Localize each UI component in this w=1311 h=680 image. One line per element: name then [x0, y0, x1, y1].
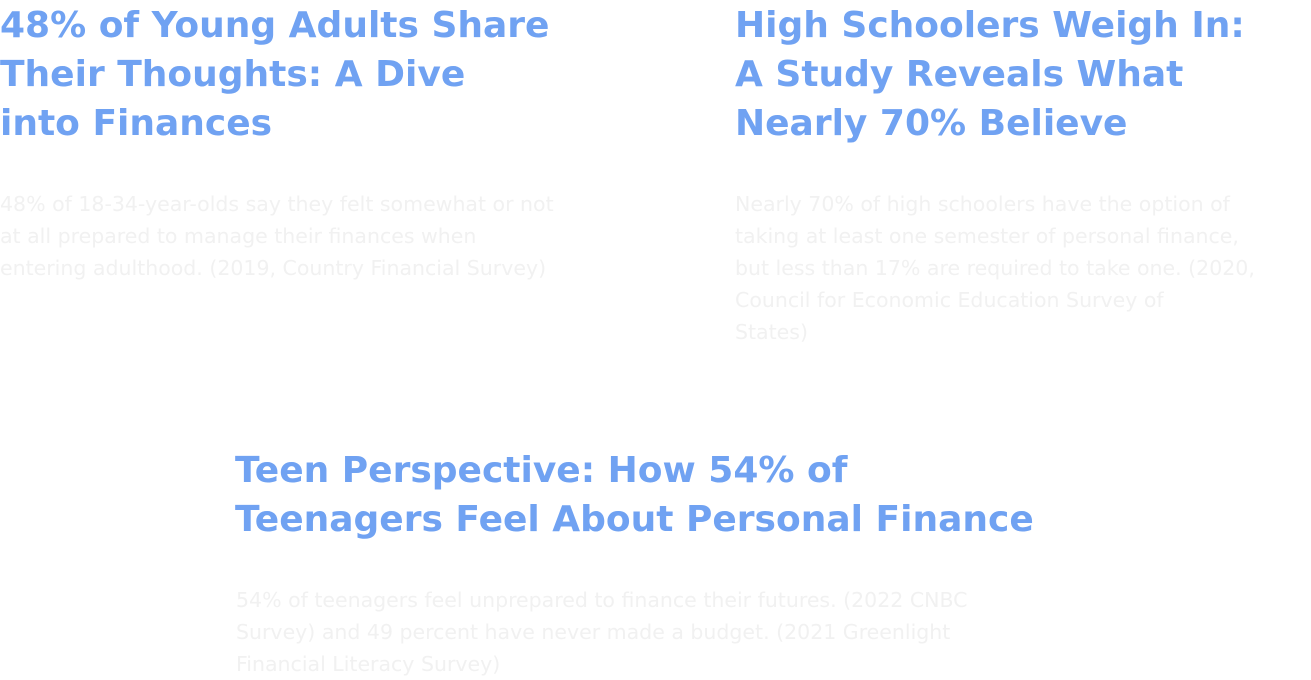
card-description: Nearly 70% of high schoolers have the op…: [735, 192, 1255, 344]
card-title: Teen Perspective: How 54% of Teenagers F…: [235, 450, 1034, 540]
stat-card-teens: Teen Perspective: How 54% of Teenagers F…: [235, 446, 1095, 680]
card-description: 48% of 18-34-year-olds say they felt som…: [0, 192, 554, 280]
card-title: 48% of Young Adults Share Their Thoughts…: [0, 5, 550, 144]
card-description: 54% of teenagers feel unprepared to fina…: [236, 588, 968, 676]
stat-card-high-schoolers: High Schoolers Weigh In: A Study Reveals…: [735, 0, 1311, 348]
card-title: High Schoolers Weigh In: A Study Reveals…: [735, 5, 1245, 144]
stat-card-young-adults: 48% of Young Adults Share Their Thoughts…: [0, 0, 640, 284]
